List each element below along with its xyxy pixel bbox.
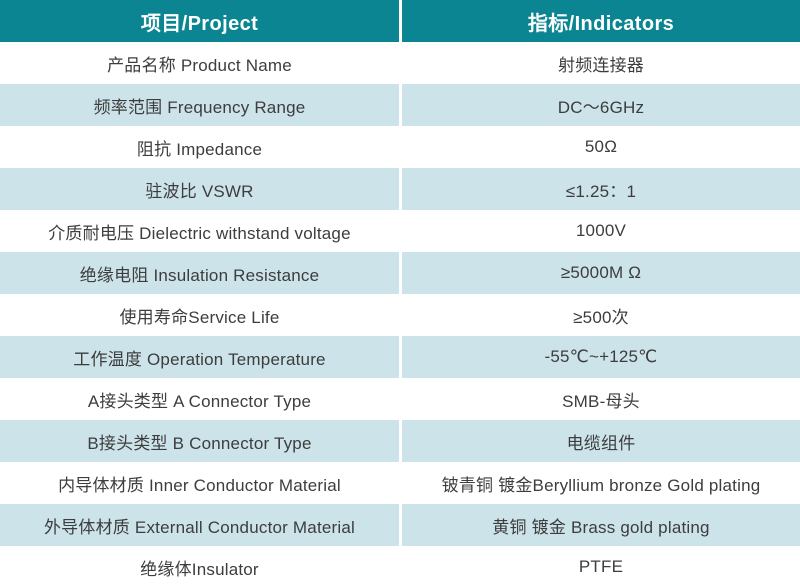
indicator-cell: 1000V xyxy=(402,210,800,252)
indicator-cell: SMB-母头 xyxy=(402,378,800,420)
indicator-cell: 射频连接器 xyxy=(402,42,800,84)
indicator-cell: ≥500次 xyxy=(402,294,800,336)
project-cell: A接头类型 A Connector Type xyxy=(0,378,399,420)
indicator-cell: DC～6GHz xyxy=(402,84,800,126)
project-cell: 产品名称 Product Name xyxy=(0,42,399,84)
indicator-cell: -55℃~+125℃ xyxy=(402,336,800,378)
project-cell: 驻波比 VSWR xyxy=(0,168,399,210)
project-cell: 绝缘电阻 Insulation Resistance xyxy=(0,252,399,294)
project-cell: 使用寿命Service Life xyxy=(0,294,399,336)
header-project: 项目/Project xyxy=(0,0,399,42)
indicator-cell: 50Ω xyxy=(402,126,800,168)
project-cell: 介质耐电压 Dielectric withstand voltage xyxy=(0,210,399,252)
project-cell: 阻抗 Impedance xyxy=(0,126,399,168)
indicator-cell: ≥5000M Ω xyxy=(402,252,800,294)
project-cell: 工作温度 Operation Temperature xyxy=(0,336,399,378)
indicator-cell: 铍青铜 镀金Beryllium bronze Gold plating xyxy=(402,462,800,504)
header-indicators: 指标/Indicators xyxy=(402,0,800,42)
indicator-cell: ≤1.25：1 xyxy=(402,168,800,210)
indicator-cell: 电缆组件 xyxy=(402,420,800,462)
project-cell: 外导体材质 Externall Conductor Material xyxy=(0,504,399,546)
indicator-cell: PTFE xyxy=(402,546,800,588)
project-cell: 内导体材质 Inner Conductor Material xyxy=(0,462,399,504)
project-cell: 频率范围 Frequency Range xyxy=(0,84,399,126)
project-cell: 绝缘体Insulator xyxy=(0,546,399,588)
indicator-cell: 黄铜 镀金 Brass gold plating xyxy=(402,504,800,546)
project-cell: B接头类型 B Connector Type xyxy=(0,420,399,462)
